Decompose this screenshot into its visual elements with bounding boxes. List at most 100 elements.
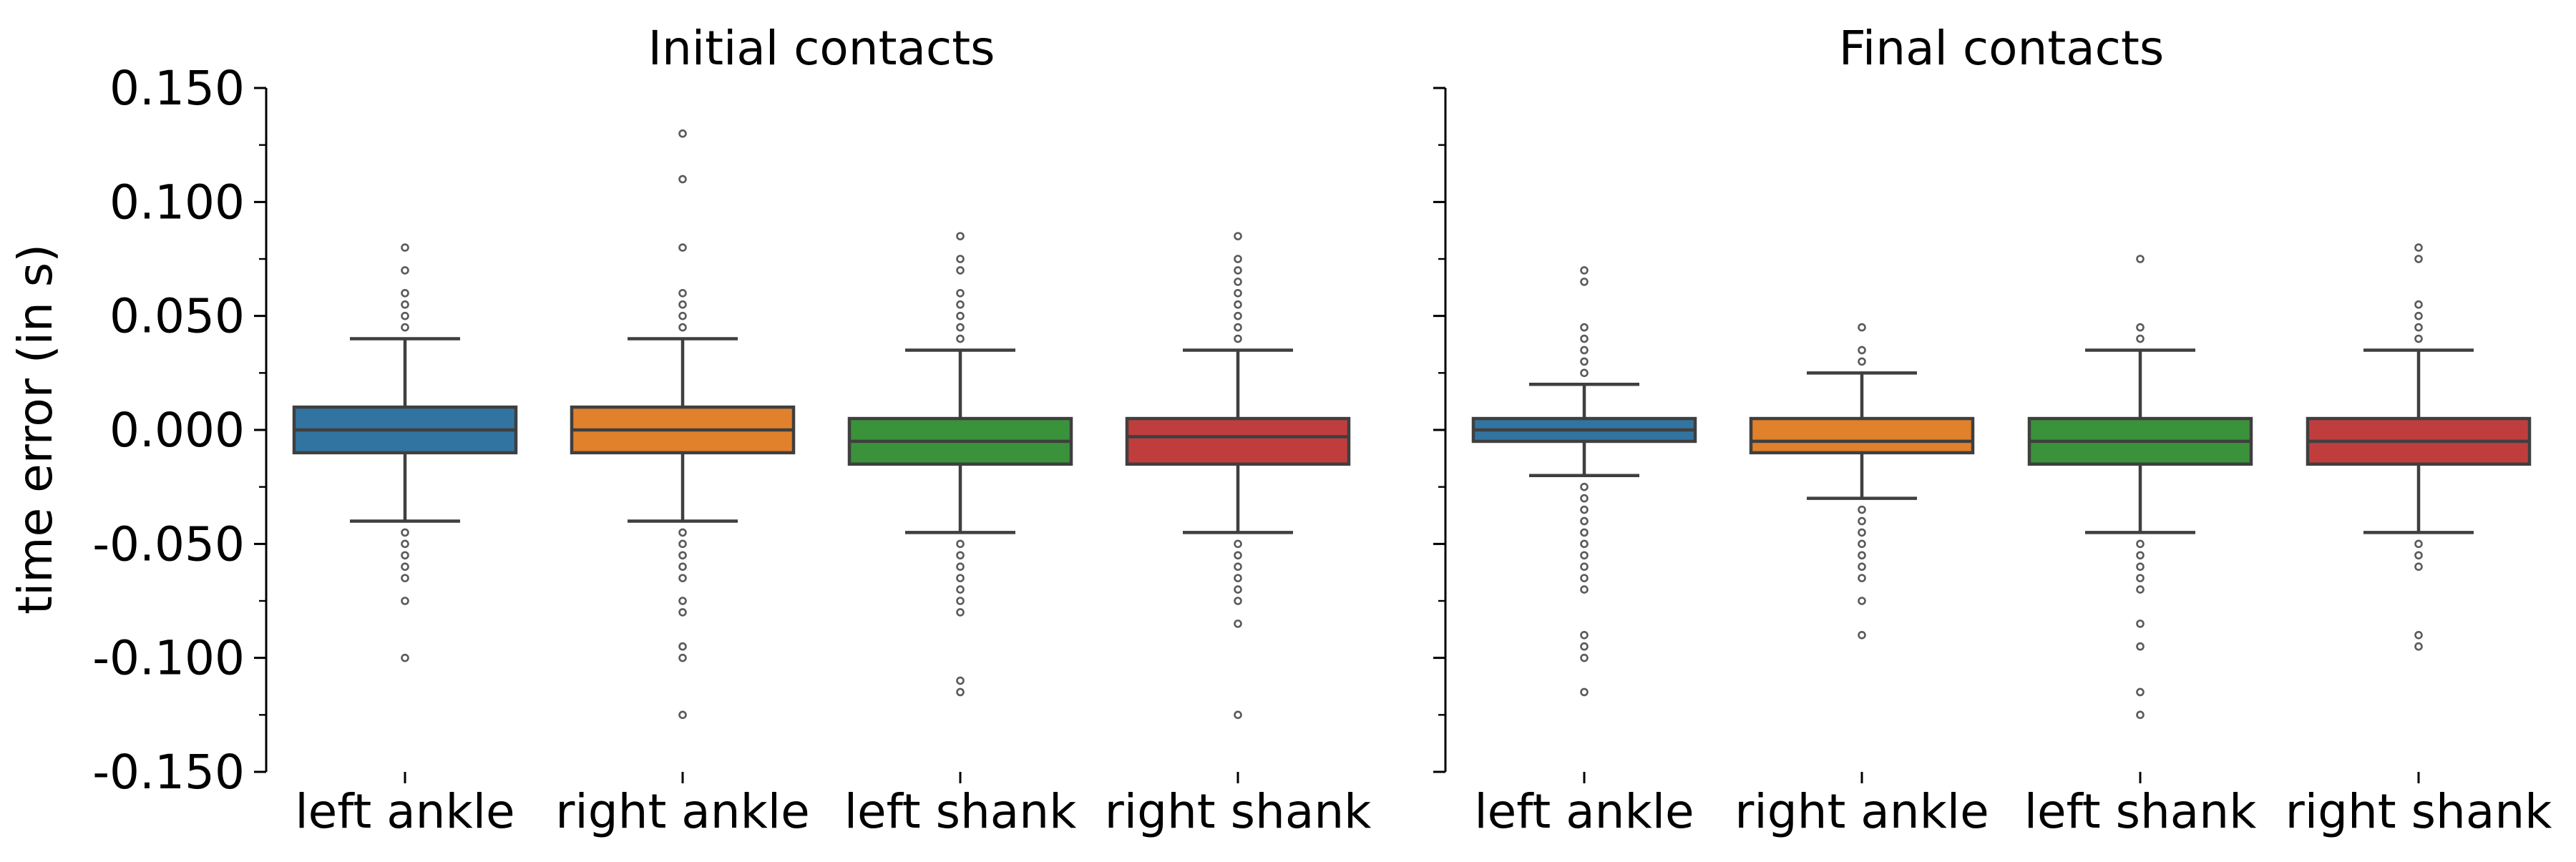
outlier-point — [1234, 278, 1242, 286]
outlier-point — [678, 710, 687, 720]
x-tick-label: right shank — [2285, 784, 2553, 839]
outlier-point — [401, 311, 409, 320]
outlier-point — [956, 266, 965, 275]
outlier-point — [1580, 539, 1589, 549]
outlier-point — [1580, 551, 1589, 560]
outlier-point — [2414, 311, 2423, 320]
outlier-point — [2136, 585, 2145, 594]
outlier-point — [956, 574, 965, 582]
panel-title: Initial contacts — [648, 21, 995, 76]
y-tick-label: -0.100 — [92, 631, 245, 686]
outlier-point — [1580, 574, 1589, 582]
outlier-point — [401, 551, 409, 560]
x-tick-label: left ankle — [1474, 784, 1694, 839]
text-layer: time error (in s) 0.150 0.100 0.050 0.000 -0… — [8, 21, 2552, 839]
outlier-point — [956, 323, 965, 332]
outlier-point — [956, 687, 965, 697]
outlier-point — [956, 551, 965, 560]
outlier-point — [956, 288, 965, 298]
outlier-point — [1858, 528, 1866, 537]
outlier-point — [2136, 562, 2145, 572]
outlier-point — [956, 539, 965, 549]
outlier-point — [2414, 630, 2423, 640]
outlier-point — [401, 597, 409, 605]
outlier-point — [1858, 516, 1866, 526]
outlier-point — [2136, 323, 2145, 332]
outlier-point — [1858, 597, 1866, 605]
y-tick-label: 0.100 — [109, 175, 245, 230]
outlier-point — [678, 642, 687, 651]
outlier-point — [956, 562, 965, 572]
outlier-point — [2414, 255, 2423, 263]
outlier-point — [678, 300, 687, 309]
box-iqr — [1125, 416, 1351, 466]
box-iqr — [1749, 416, 1975, 455]
outlier-point — [2136, 539, 2145, 549]
outlier-point — [2414, 551, 2423, 560]
outlier-point — [401, 323, 409, 332]
outlier-point — [678, 288, 687, 298]
outlier-point — [678, 608, 687, 617]
outlier-point — [1234, 562, 1242, 572]
outlier-point — [1234, 585, 1242, 594]
panel-title: Final contacts — [1839, 21, 2164, 76]
x-tick-label: left ankle — [295, 784, 514, 839]
outlier-point — [1858, 505, 1866, 514]
outlier-point — [678, 574, 687, 582]
outlier-point — [401, 653, 409, 662]
outlier-point — [956, 585, 965, 594]
outlier-point — [956, 300, 965, 309]
x-tick-label: right shank — [1105, 784, 1372, 839]
outlier-point — [1580, 266, 1589, 275]
outlier-point — [678, 129, 687, 138]
outlier-point — [1580, 357, 1589, 366]
outlier-point — [678, 311, 687, 320]
outlier-point — [1858, 539, 1866, 549]
outlier-point — [2136, 334, 2145, 343]
outlier-point — [401, 562, 409, 572]
outlier-point — [2136, 710, 2145, 720]
y-tick-label: -0.150 — [92, 745, 245, 800]
outlier-point — [1858, 323, 1866, 332]
outlier-point — [1858, 630, 1866, 640]
outlier-point — [1580, 630, 1589, 640]
outlier-point — [2136, 619, 2145, 628]
outlier-point — [956, 608, 965, 617]
outlier-point — [2136, 642, 2145, 651]
outlier-point — [1234, 551, 1242, 560]
outlier-point — [401, 528, 409, 537]
outlier-point — [678, 551, 687, 560]
boxes-layer — [292, 129, 2532, 720]
outlier-point — [2136, 551, 2145, 560]
outlier-point — [2136, 574, 2145, 582]
outlier-point — [1580, 334, 1589, 343]
outlier-point — [1234, 232, 1242, 240]
outlier-point — [2414, 323, 2423, 332]
outlier-point — [678, 653, 687, 662]
outlier-point — [1234, 323, 1242, 332]
outlier-point — [1580, 323, 1589, 332]
outlier-point — [1580, 528, 1589, 537]
outlier-point — [1234, 334, 1242, 343]
outlier-point — [1580, 562, 1589, 572]
outlier-point — [1234, 266, 1242, 275]
outlier-point — [1234, 539, 1242, 549]
outlier-point — [678, 175, 687, 184]
outlier-point — [678, 562, 687, 572]
y-tick-label: -0.050 — [92, 516, 245, 572]
outlier-point — [1234, 619, 1242, 628]
outlier-point — [1234, 300, 1242, 309]
outlier-point — [1234, 574, 1242, 582]
outlier-point — [2414, 562, 2423, 572]
outlier-point — [1858, 551, 1866, 560]
outlier-point — [956, 311, 965, 320]
outlier-point — [401, 300, 409, 309]
outlier-point — [956, 597, 965, 605]
outlier-point — [1580, 346, 1589, 355]
outlier-point — [401, 574, 409, 582]
outlier-point — [1858, 346, 1866, 355]
outlier-point — [401, 288, 409, 298]
outlier-point — [1858, 562, 1866, 572]
